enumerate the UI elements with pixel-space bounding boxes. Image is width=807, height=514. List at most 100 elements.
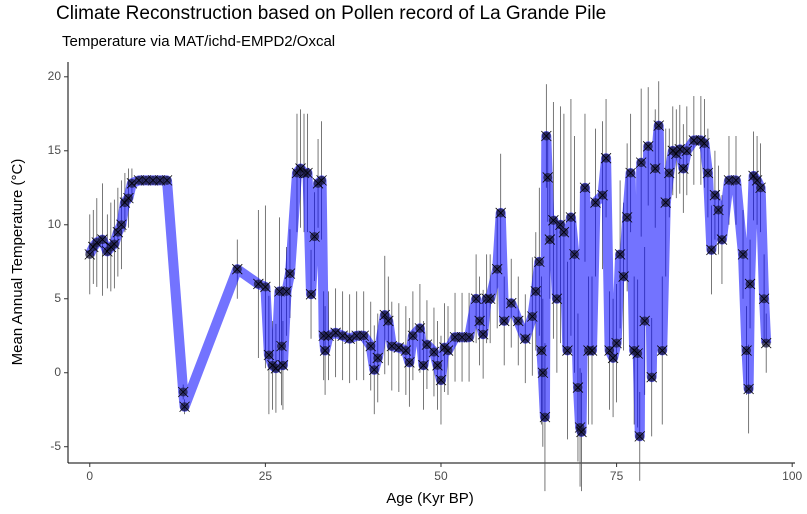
data-point [634,431,646,442]
data-point [716,234,728,245]
data-point [109,238,120,250]
data-point [281,286,292,297]
data-point [116,219,127,231]
data-point [276,340,287,352]
y-tick-label: 20 [48,69,62,83]
data-point [474,315,485,327]
data-point [305,289,317,300]
data-point [632,348,643,359]
data-point [544,234,556,245]
data-point [663,167,675,179]
data-point [562,345,573,356]
data-point [484,293,496,305]
data-point [656,345,668,356]
data-point [625,167,636,179]
data-point [635,157,647,168]
x-tick-label: 0 [86,469,93,483]
y-tick-label: 5 [54,291,61,305]
data-point [161,175,173,186]
data-point [400,345,412,356]
data-point [660,197,672,208]
data-point [365,340,377,352]
data-point [536,345,547,356]
data-point [744,278,756,290]
data-point [383,315,394,327]
y-tick-label: 10 [48,217,62,231]
y-tick-label: -5 [50,439,61,453]
chart-title: Climate Reconstruction based on Pollen r… [56,3,606,24]
data-point [231,263,243,275]
data-point [386,340,398,352]
data-point [316,175,327,186]
data-point [435,374,447,386]
data-point [534,256,545,268]
data-point [618,271,629,282]
data-point [277,360,289,371]
data-point [646,371,657,383]
data-point [177,386,189,398]
data-point [463,331,475,343]
data-point [498,315,510,327]
data-point [600,152,612,164]
y-axis-label: Mean Annual Temperature (°C) [9,159,26,366]
data-point [558,226,570,238]
x-tick-label: 50 [434,469,448,483]
x-tick-label: 25 [259,469,273,483]
data-point [97,234,108,245]
data-point [678,163,689,174]
x-tick-label: 100 [782,469,802,483]
data-point [699,138,710,149]
data-point [123,192,134,204]
data-point [674,144,686,155]
data-point [477,328,489,340]
data-point [418,360,429,371]
temperature-line [85,120,772,442]
data-point [358,330,369,342]
data-point [319,345,331,356]
data-point [565,212,577,223]
y-tick-label: 0 [54,365,61,379]
data-point [530,286,542,297]
data-point [432,360,443,371]
y-tick-label: 15 [48,143,62,157]
data-point [551,293,563,305]
data-point [586,345,598,356]
data-point [512,315,524,327]
data-point [539,411,551,423]
data-point [368,364,380,376]
data-point [372,352,384,364]
data-point [442,345,454,356]
data-point [709,189,721,201]
data-point [572,382,584,393]
data-point [653,120,665,131]
data-point [597,189,608,201]
data-point [519,333,531,344]
data-point [758,293,770,305]
data-point [302,167,313,179]
data-point [179,401,190,413]
data-point [611,337,622,349]
data-point [621,212,633,223]
chart-subtitle: Temperature via MAT/ichd-EMPD2/Oxcal [62,33,335,50]
data-point [743,383,754,395]
data-point [542,172,554,183]
data-point [760,337,772,349]
data-point [639,315,650,327]
data-point [642,141,654,152]
data-point [607,352,619,364]
data-point [741,345,752,356]
data-point [414,323,426,334]
data-point [505,297,517,309]
data-point [309,231,320,242]
data-point [649,163,661,174]
data-point [730,175,742,186]
data-point [495,207,506,219]
data-point [702,167,714,179]
data-point [713,204,724,216]
data-point [681,145,693,157]
data-point [470,293,482,305]
data-point [260,281,271,293]
data-point [614,249,626,260]
data-point [491,263,503,275]
